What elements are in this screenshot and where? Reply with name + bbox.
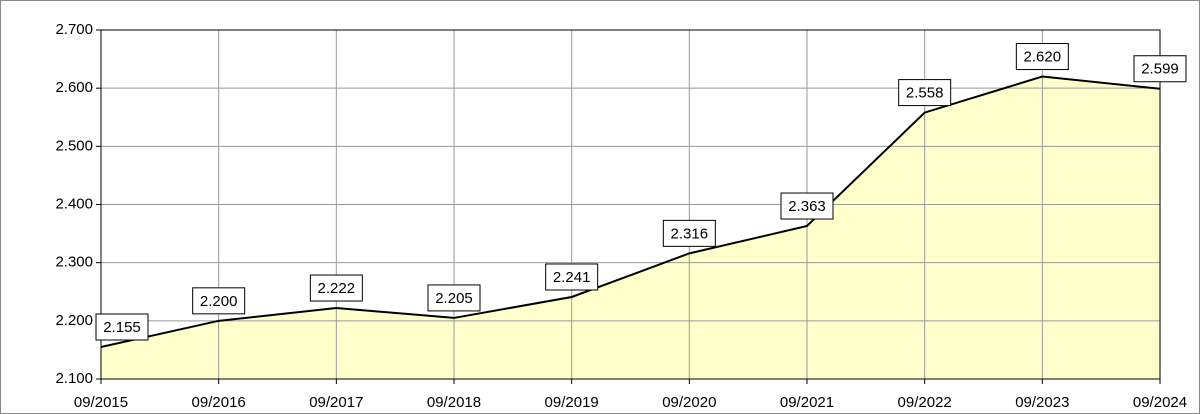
data-label-box	[662, 219, 716, 247]
data-label-box	[95, 313, 149, 341]
x-tick-label: 09/2020	[662, 394, 716, 411]
y-tick-label: 2.600	[55, 79, 93, 96]
data-label: 2.558	[906, 85, 944, 102]
plot-border	[100, 29, 1161, 380]
data-label-box	[1133, 55, 1187, 83]
data-label-box	[898, 79, 952, 107]
y-tick-label: 2.300	[55, 254, 93, 271]
y-tick-label: 2.400	[55, 195, 93, 212]
data-label-box	[1015, 43, 1069, 71]
data-label: 2.599	[1141, 61, 1179, 78]
data-label: 2.363	[788, 198, 826, 215]
x-tick-label: 09/2023	[1015, 394, 1069, 411]
line	[100, 75, 1161, 348]
area	[101, 76, 1160, 380]
data-label: 2.205	[435, 290, 473, 307]
y-tick-label: 2.100	[55, 370, 93, 387]
x-tick-label: 09/2022	[898, 394, 952, 411]
data-label: 2.222	[318, 280, 356, 297]
x-tick-label: 09/2015	[74, 394, 128, 411]
data-label-box	[427, 284, 481, 312]
y-tick-label: 2.700	[55, 21, 93, 38]
data-label-box	[545, 263, 599, 291]
data-label: 2.620	[1024, 49, 1062, 66]
x-tick-label: 09/2017	[309, 394, 363, 411]
x-tick-label: 09/2019	[545, 394, 599, 411]
x-tick-label: 09/2018	[427, 394, 481, 411]
data-label: 2.241	[553, 269, 591, 286]
x-tick-label: 09/2016	[192, 394, 246, 411]
data-label-box	[192, 287, 246, 315]
data-label-box	[780, 192, 834, 220]
y-tick-label: 2.200	[55, 312, 93, 329]
data-label: 2.155	[103, 319, 141, 336]
data-label: 2.200	[200, 293, 238, 310]
y-tick-label: 2.500	[55, 137, 93, 154]
data-label-box	[309, 274, 363, 302]
x-tick-label: 09/2024	[1133, 394, 1187, 411]
x-tick-label: 09/2021	[780, 394, 834, 411]
data-label: 2.316	[671, 225, 709, 242]
